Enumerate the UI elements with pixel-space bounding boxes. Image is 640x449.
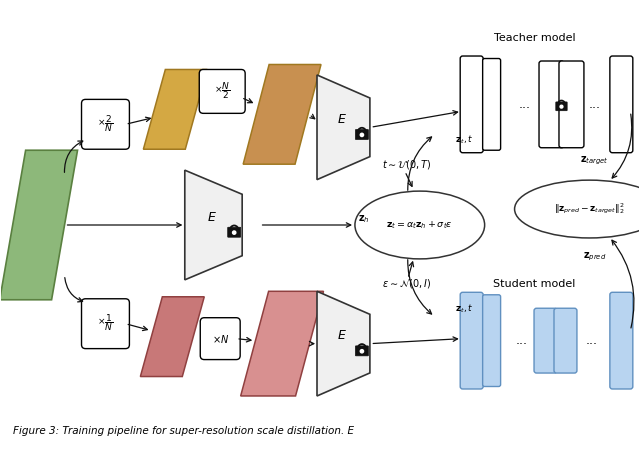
Text: Figure 3: Training pipeline for super-resolution scale distillation. E: Figure 3: Training pipeline for super-re… [13,427,354,436]
Circle shape [360,350,364,353]
FancyBboxPatch shape [460,56,483,153]
Text: $\mathbf{z}_t, t$: $\mathbf{z}_t, t$ [454,303,473,315]
Text: $\mathbf{z}_h$: $\mathbf{z}_h$ [358,213,369,225]
Circle shape [360,133,364,136]
FancyBboxPatch shape [610,292,633,389]
FancyBboxPatch shape [228,227,241,237]
Text: ...: ... [588,98,600,111]
Ellipse shape [515,180,640,238]
Circle shape [560,105,563,108]
FancyBboxPatch shape [355,130,369,140]
Text: ...: ... [518,98,531,111]
Text: $\epsilon \sim \mathcal{N}(0, I)$: $\epsilon \sim \mathcal{N}(0, I)$ [382,277,431,291]
Text: $\mathbf{z}_t, t$: $\mathbf{z}_t, t$ [454,133,473,145]
Text: ...: ... [586,334,597,347]
Text: ...: ... [516,334,527,347]
FancyBboxPatch shape [460,292,483,389]
FancyBboxPatch shape [556,102,567,111]
Text: $\mathbf{z}_t = \alpha_t\mathbf{z}_h + \sigma_t\epsilon$: $\mathbf{z}_t = \alpha_t\mathbf{z}_h + \… [387,219,453,231]
Text: $E$: $E$ [207,211,217,224]
FancyBboxPatch shape [610,56,633,153]
Polygon shape [317,75,370,180]
Text: Student model: Student model [493,279,576,289]
FancyBboxPatch shape [81,299,129,348]
Polygon shape [143,70,207,149]
FancyBboxPatch shape [539,61,564,148]
Circle shape [232,231,236,234]
Text: $\|\mathbf{z}_{pred} - \mathbf{z}_{target}\|_2^2$: $\|\mathbf{z}_{pred} - \mathbf{z}_{targe… [554,202,625,216]
FancyBboxPatch shape [483,58,500,150]
Ellipse shape [355,191,484,259]
FancyBboxPatch shape [554,308,577,373]
Text: $\mathbf{z}_{pred}$: $\mathbf{z}_{pred}$ [582,251,606,263]
FancyBboxPatch shape [559,61,584,148]
Text: $E$: $E$ [337,329,347,342]
Text: $\times\dfrac{2}{N}$: $\times\dfrac{2}{N}$ [97,113,114,134]
FancyBboxPatch shape [199,70,245,113]
FancyBboxPatch shape [483,295,500,387]
Polygon shape [317,291,370,396]
Text: $\mathbf{z}_{target}$: $\mathbf{z}_{target}$ [580,155,609,167]
Polygon shape [140,297,204,377]
Polygon shape [243,65,321,164]
Text: Teacher model: Teacher model [493,33,575,43]
Text: $\times\dfrac{N}{2}$: $\times\dfrac{N}{2}$ [214,80,230,101]
FancyBboxPatch shape [534,308,557,373]
Text: $\times N$: $\times N$ [212,333,229,345]
Polygon shape [241,291,323,396]
FancyBboxPatch shape [81,99,129,149]
Polygon shape [0,150,77,300]
FancyBboxPatch shape [200,318,240,360]
Text: $E$: $E$ [337,113,347,126]
Polygon shape [185,170,242,280]
FancyBboxPatch shape [355,346,369,356]
Text: $\times\dfrac{1}{N}$: $\times\dfrac{1}{N}$ [97,313,114,333]
Text: $t \sim \mathcal{U}(0, T)$: $t \sim \mathcal{U}(0, T)$ [382,158,431,171]
